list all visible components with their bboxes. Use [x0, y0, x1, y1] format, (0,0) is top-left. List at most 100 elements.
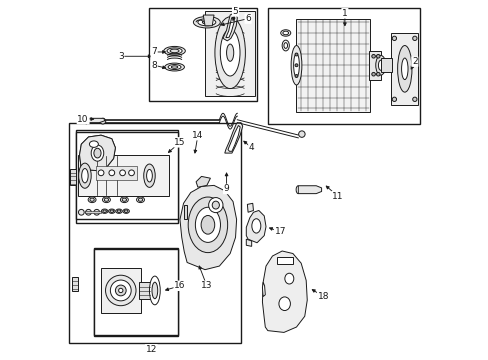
Circle shape [128, 170, 134, 176]
Bar [94, 248, 178, 336]
Ellipse shape [120, 197, 128, 203]
Bar [96, 166, 137, 180]
Bar [101, 268, 140, 313]
Ellipse shape [168, 64, 181, 69]
Ellipse shape [214, 17, 245, 89]
Text: 15: 15 [174, 138, 185, 147]
Text: 5: 5 [232, 7, 238, 16]
Text: 16: 16 [174, 281, 185, 290]
Ellipse shape [201, 216, 214, 234]
Text: 6: 6 [244, 14, 250, 23]
Text: 4: 4 [248, 143, 254, 152]
Ellipse shape [124, 210, 128, 212]
Ellipse shape [149, 276, 160, 305]
Ellipse shape [397, 45, 411, 92]
Polygon shape [225, 16, 234, 38]
Ellipse shape [143, 164, 155, 187]
Ellipse shape [226, 44, 233, 61]
Polygon shape [203, 15, 214, 26]
Ellipse shape [278, 297, 290, 311]
Ellipse shape [375, 55, 385, 75]
Ellipse shape [136, 197, 144, 203]
Bar [368, 51, 380, 80]
Ellipse shape [208, 198, 223, 213]
Circle shape [294, 53, 297, 56]
Circle shape [98, 170, 104, 176]
Ellipse shape [378, 60, 382, 70]
Circle shape [376, 72, 379, 76]
Text: 2: 2 [411, 57, 417, 66]
Bar [85, 211, 101, 213]
Bar [78, 155, 169, 196]
Polygon shape [246, 211, 265, 243]
Text: 14: 14 [192, 131, 203, 140]
Ellipse shape [401, 58, 407, 80]
Ellipse shape [251, 219, 260, 233]
Ellipse shape [89, 141, 98, 147]
Polygon shape [227, 126, 240, 151]
Ellipse shape [167, 48, 182, 54]
Ellipse shape [90, 198, 94, 201]
Circle shape [391, 97, 396, 102]
Ellipse shape [290, 45, 301, 85]
Text: 13: 13 [201, 281, 212, 290]
Circle shape [100, 118, 105, 124]
Bar [76, 130, 178, 223]
Circle shape [85, 210, 91, 215]
Ellipse shape [138, 198, 142, 201]
Ellipse shape [212, 201, 219, 209]
Text: 10: 10 [77, 114, 89, 123]
Text: 7: 7 [151, 48, 157, 57]
Text: 9: 9 [223, 184, 229, 193]
Bar [94, 249, 178, 335]
Ellipse shape [81, 168, 88, 183]
Text: 8: 8 [151, 61, 157, 70]
Bar [296, 19, 369, 112]
Ellipse shape [79, 163, 91, 188]
Polygon shape [224, 123, 242, 153]
Text: 18: 18 [317, 292, 328, 301]
Ellipse shape [202, 21, 211, 24]
Ellipse shape [198, 19, 215, 26]
Ellipse shape [88, 197, 96, 203]
Circle shape [298, 131, 305, 137]
Polygon shape [262, 282, 265, 297]
Circle shape [412, 97, 416, 102]
Ellipse shape [102, 210, 106, 212]
Circle shape [120, 170, 125, 176]
Ellipse shape [91, 145, 103, 161]
Bar [183, 205, 187, 220]
Bar [76, 132, 178, 220]
Circle shape [78, 210, 84, 215]
Polygon shape [196, 176, 210, 187]
Ellipse shape [105, 275, 136, 306]
Ellipse shape [188, 197, 227, 253]
Ellipse shape [122, 198, 126, 201]
Circle shape [391, 36, 396, 41]
Text: 17: 17 [274, 228, 285, 237]
Bar [277, 257, 292, 264]
Ellipse shape [101, 209, 108, 213]
Ellipse shape [280, 30, 290, 36]
Polygon shape [247, 203, 253, 212]
Polygon shape [262, 251, 306, 332]
Ellipse shape [164, 63, 184, 71]
Bar [390, 33, 418, 105]
Bar [267, 8, 419, 125]
Ellipse shape [146, 170, 152, 182]
Text: 12: 12 [145, 345, 157, 354]
Ellipse shape [152, 282, 158, 299]
Ellipse shape [110, 210, 113, 212]
Ellipse shape [108, 209, 115, 213]
Ellipse shape [171, 66, 178, 68]
Circle shape [109, 170, 115, 176]
Ellipse shape [285, 273, 293, 284]
Text: 3: 3 [118, 52, 123, 61]
Polygon shape [246, 239, 251, 246]
Bar [204, 12, 255, 96]
Polygon shape [80, 135, 115, 171]
Circle shape [376, 54, 379, 58]
Polygon shape [80, 135, 115, 171]
Ellipse shape [293, 54, 299, 77]
Circle shape [294, 75, 297, 77]
